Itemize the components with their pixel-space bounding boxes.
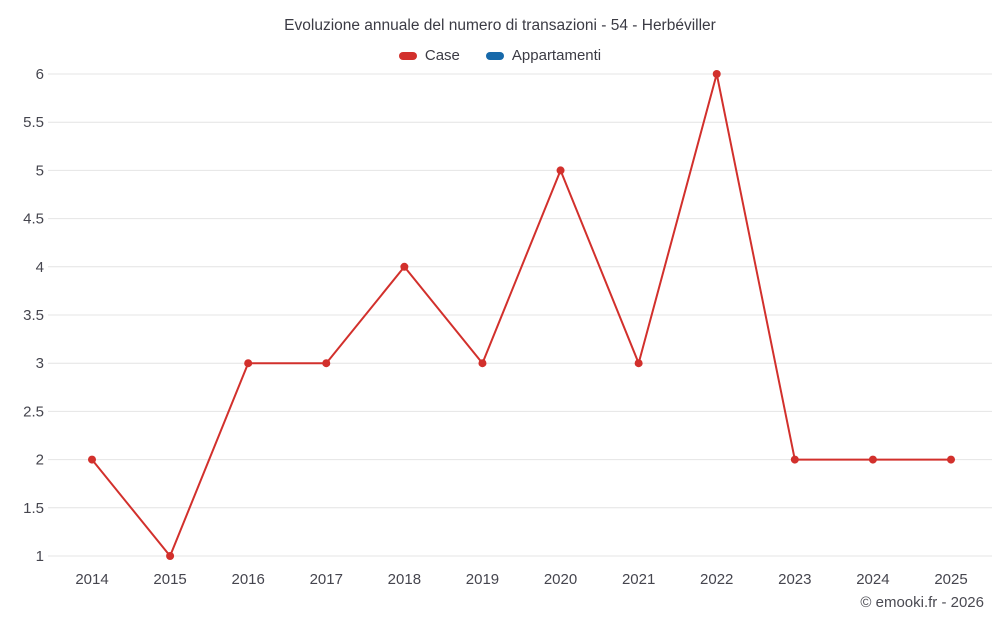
svg-text:2015: 2015	[153, 571, 186, 588]
svg-text:5.5: 5.5	[23, 114, 44, 131]
svg-text:2019: 2019	[466, 571, 499, 588]
svg-text:2025: 2025	[934, 571, 967, 588]
chart-title: Evoluzione annuale del numero di transaz…	[284, 17, 716, 34]
svg-text:2017: 2017	[310, 571, 343, 588]
svg-text:2018: 2018	[388, 571, 421, 588]
svg-text:3.5: 3.5	[23, 307, 44, 324]
legend-item-appartamenti[interactable]: Appartamenti	[485, 47, 602, 64]
svg-text:4.5: 4.5	[23, 211, 44, 228]
legend-swatch-case-icon	[398, 51, 417, 60]
svg-text:2022: 2022	[700, 571, 733, 588]
svg-text:1: 1	[36, 548, 44, 565]
svg-text:2021: 2021	[622, 571, 655, 588]
svg-text:2.5: 2.5	[23, 403, 44, 420]
copyright-text: © emooki.fr - 2026	[860, 594, 984, 611]
chart-legend: Case Appartamenti	[0, 47, 1000, 64]
svg-text:3: 3	[36, 355, 44, 372]
svg-text:4: 4	[36, 259, 44, 276]
svg-text:5: 5	[36, 162, 44, 179]
svg-text:2023: 2023	[778, 571, 811, 588]
legend-label-appartamenti: Appartamenti	[511, 47, 602, 64]
svg-text:6: 6	[36, 66, 44, 83]
svg-text:1.5: 1.5	[23, 500, 44, 517]
svg-text:2014: 2014	[75, 571, 108, 588]
legend-label-case: Case	[424, 47, 460, 64]
svg-text:2016: 2016	[231, 571, 264, 588]
svg-text:2024: 2024	[856, 571, 889, 588]
legend-swatch-appartamenti-icon	[485, 51, 504, 60]
legend-item-case[interactable]: Case	[398, 47, 460, 64]
svg-text:2020: 2020	[544, 571, 577, 588]
svg-text:2: 2	[36, 452, 44, 469]
